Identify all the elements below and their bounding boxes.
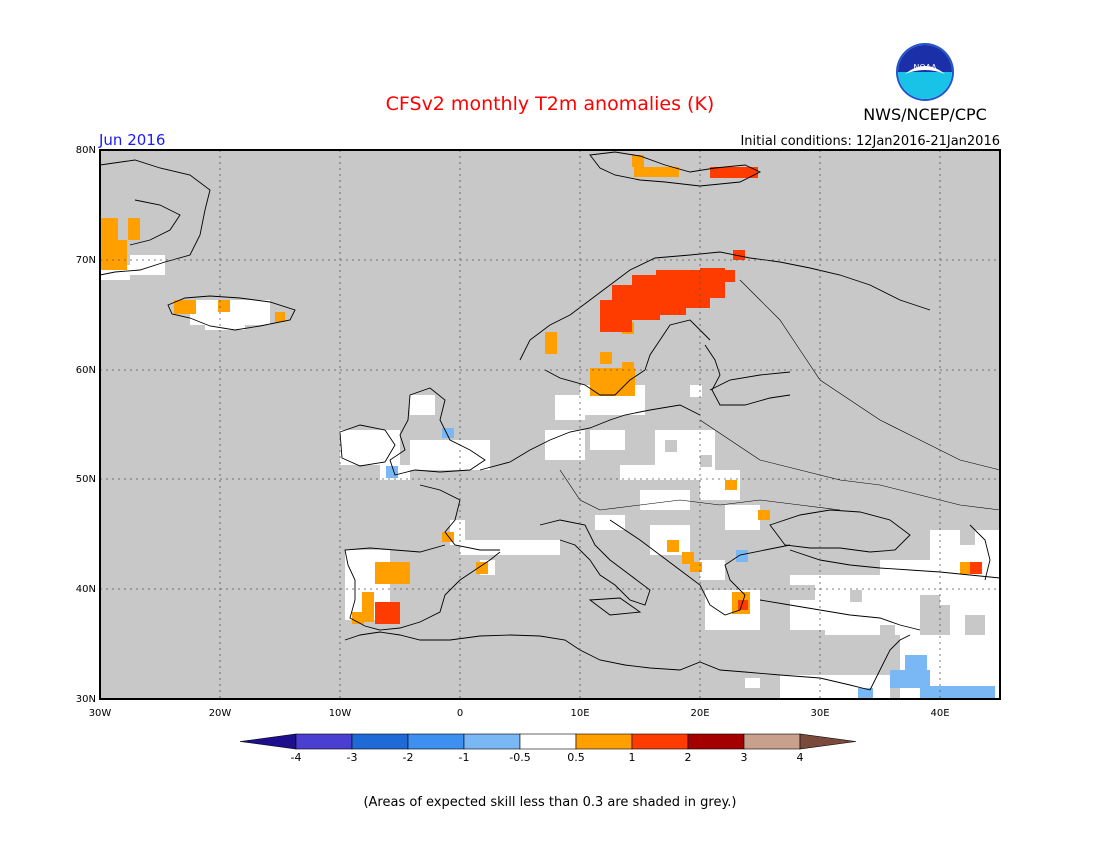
colorbar-tick-label: 2 — [685, 751, 692, 764]
lon-label: 20E — [690, 708, 709, 719]
colorbar-min-arrow — [239, 733, 297, 750]
colorbar-bin — [407, 733, 465, 750]
lat-label: 70N — [76, 255, 96, 266]
colorbar-bin — [575, 733, 633, 750]
colorbar-tick-label: 4 — [797, 751, 804, 764]
lon-label: 30W — [89, 708, 112, 719]
colorbar-bin — [743, 733, 801, 750]
colorbar-bin — [687, 733, 745, 750]
lat-label: 40N — [76, 584, 96, 595]
lon-label: 40E — [930, 708, 949, 719]
strong-warm-anomaly-cells — [375, 250, 982, 624]
lon-label: 20W — [209, 708, 232, 719]
coastlines — [99, 151, 1001, 691]
figure-title: CFSv2 monthly T2m anomalies (K) — [386, 93, 715, 115]
colorbar-bin — [351, 733, 409, 750]
colorbar-bin — [463, 733, 521, 750]
colorbar-bin — [519, 733, 577, 750]
colorbar-bin — [631, 733, 689, 750]
lon-label: 10W — [329, 708, 352, 719]
noaa-logo-icon: NOAA — [896, 43, 954, 101]
anomaly-cells — [100, 255, 1000, 699]
lat-label: 50N — [76, 474, 96, 485]
colorbar-tick-label: -1 — [459, 751, 470, 764]
lon-label: 30E — [810, 708, 829, 719]
cool-anomaly-cells — [386, 428, 995, 699]
map-area — [99, 149, 1001, 700]
forecast-month: Jun 2016 — [98, 131, 165, 149]
lat-label: 60N — [76, 365, 96, 376]
organization-label: NWS/NCEP/CPC — [863, 105, 987, 124]
colorbar-tick-label: -3 — [347, 751, 358, 764]
latitude-labels: 80N 70N 60N 50N 40N 30N — [76, 145, 96, 705]
colorbar-tick-label: -0.5 — [509, 751, 530, 764]
colorbar-tick-label: -4 — [291, 751, 302, 764]
graticule — [100, 150, 1000, 699]
colorbar-tick-label: 3 — [741, 751, 748, 764]
lon-label: 0 — [457, 708, 463, 719]
initial-conditions: Initial conditions: 12Jan2016-21Jan2016 — [740, 134, 1000, 149]
colorbar-tick-label: 1 — [629, 751, 636, 764]
colorbar-legend: -4 -3 -2 -1 -0.5 0.5 1 2 3 4 — [239, 733, 857, 764]
colorbar-tick-label: -2 — [403, 751, 414, 764]
map-frame — [99, 149, 1001, 700]
skill-footnote: (Areas of expected skill less than 0.3 a… — [363, 795, 736, 810]
colorbar-bin — [295, 733, 353, 750]
longitude-labels: 30W 20W 10W 0 10E 20E 30E 40E — [89, 708, 950, 719]
lat-label: 30N — [76, 694, 96, 705]
colorbar-max-arrow — [799, 733, 857, 750]
colorbar-tick-label: 0.5 — [567, 751, 585, 764]
logo-text: NOAA — [913, 63, 937, 72]
lat-label: 80N — [76, 145, 96, 156]
lon-label: 10E — [570, 708, 589, 719]
